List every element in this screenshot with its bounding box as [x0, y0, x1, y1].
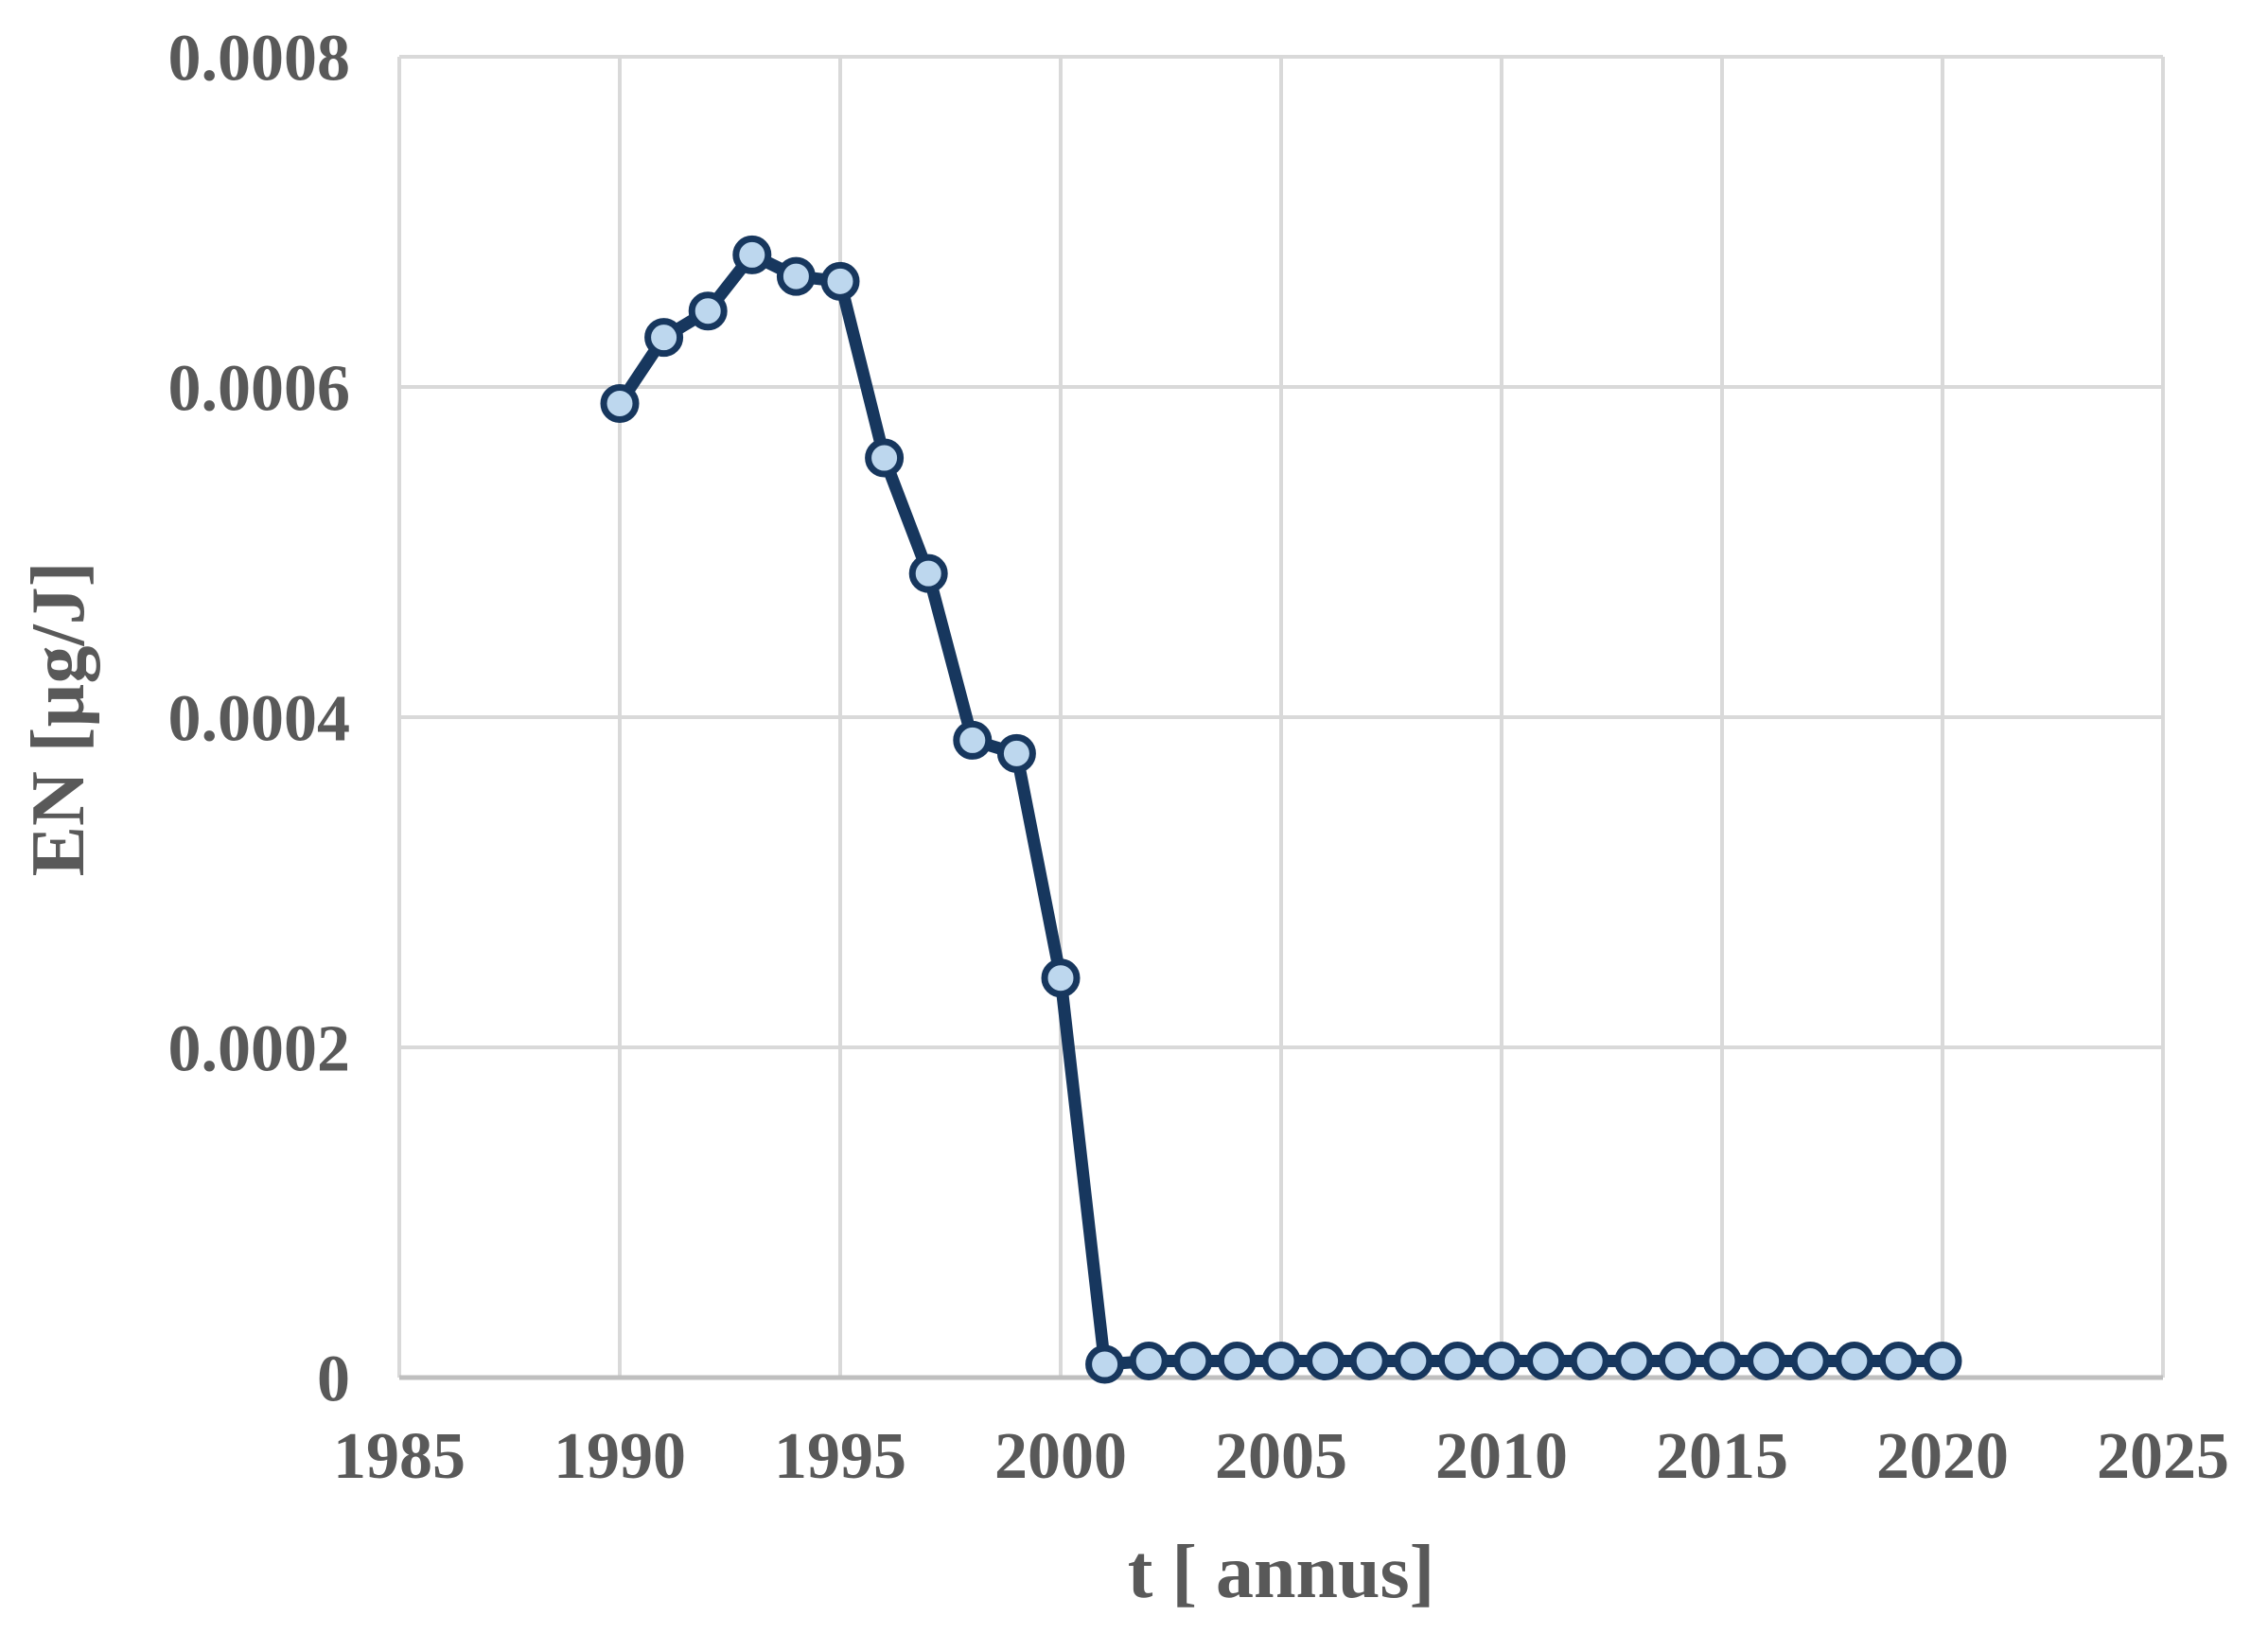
x-tick-label-2015: 2015 — [1656, 1420, 1788, 1493]
data-point-2005 — [1261, 1342, 1301, 1381]
data-point-2003 — [1173, 1342, 1213, 1381]
data-point-2010 — [1482, 1342, 1521, 1381]
x-tick-label-2005: 2005 — [1215, 1420, 1347, 1493]
data-point-2012 — [1570, 1342, 1609, 1381]
x-tick-label-1985: 1985 — [333, 1420, 466, 1493]
data-point-2015 — [1702, 1342, 1742, 1381]
data-point-1998 — [953, 720, 993, 760]
data-point-2014 — [1658, 1342, 1697, 1381]
data-point-1997 — [908, 553, 948, 593]
x-tick-label-1990: 1990 — [554, 1420, 686, 1493]
data-point-1995 — [820, 261, 860, 301]
data-point-2020 — [1923, 1342, 1962, 1381]
data-point-1999 — [996, 733, 1036, 773]
data-point-2002 — [1129, 1342, 1169, 1381]
data-point-2017 — [1790, 1342, 1830, 1381]
data-point-1996 — [865, 438, 905, 478]
data-point-2011 — [1526, 1342, 1566, 1381]
x-tick-label-1995: 1995 — [774, 1420, 906, 1493]
y-tick-label-0.0002: 0.0002 — [168, 1013, 351, 1086]
x-axis-title: t [ annus] — [1128, 1531, 1435, 1614]
data-point-2018 — [1835, 1342, 1874, 1381]
x-tick-label-2000: 2000 — [994, 1420, 1127, 1493]
tick-label-layer: 0 0.0002 0.0004 0.0006 0.0008 1985 1990 1995 200… — [168, 23, 2230, 1494]
data-point-1994 — [776, 256, 816, 296]
data-point-1991 — [644, 318, 684, 358]
data-point-2006 — [1306, 1342, 1345, 1381]
data-point-2019 — [1878, 1342, 1918, 1381]
data-point-2009 — [1437, 1342, 1477, 1381]
data-point-1990 — [600, 383, 640, 423]
y-tick-label-0.0006: 0.0006 — [168, 353, 351, 426]
y-tick-label-0.0008: 0.0008 — [168, 23, 351, 96]
data-point-2001 — [1085, 1344, 1125, 1384]
data-point-2013 — [1614, 1342, 1654, 1381]
y-axis-title: EN [µg/J] — [17, 562, 100, 877]
y-tick-label-0: 0 — [317, 1343, 350, 1416]
data-point-1992 — [688, 291, 728, 331]
x-tick-label-2025: 2025 — [2097, 1420, 2229, 1493]
data-series-layer — [600, 235, 1962, 1384]
data-point-2016 — [1747, 1342, 1786, 1381]
y-tick-label-0.0004: 0.0004 — [168, 683, 351, 756]
x-tick-label-2010: 2010 — [1435, 1420, 1568, 1493]
data-point-2000 — [1041, 958, 1081, 998]
grid-layer — [397, 55, 2165, 1378]
data-point-2007 — [1349, 1342, 1389, 1381]
data-point-2008 — [1394, 1342, 1433, 1381]
data-point-2004 — [1217, 1342, 1257, 1381]
data-point-1993 — [732, 235, 772, 274]
x-tick-label-2020: 2020 — [1876, 1420, 2009, 1493]
